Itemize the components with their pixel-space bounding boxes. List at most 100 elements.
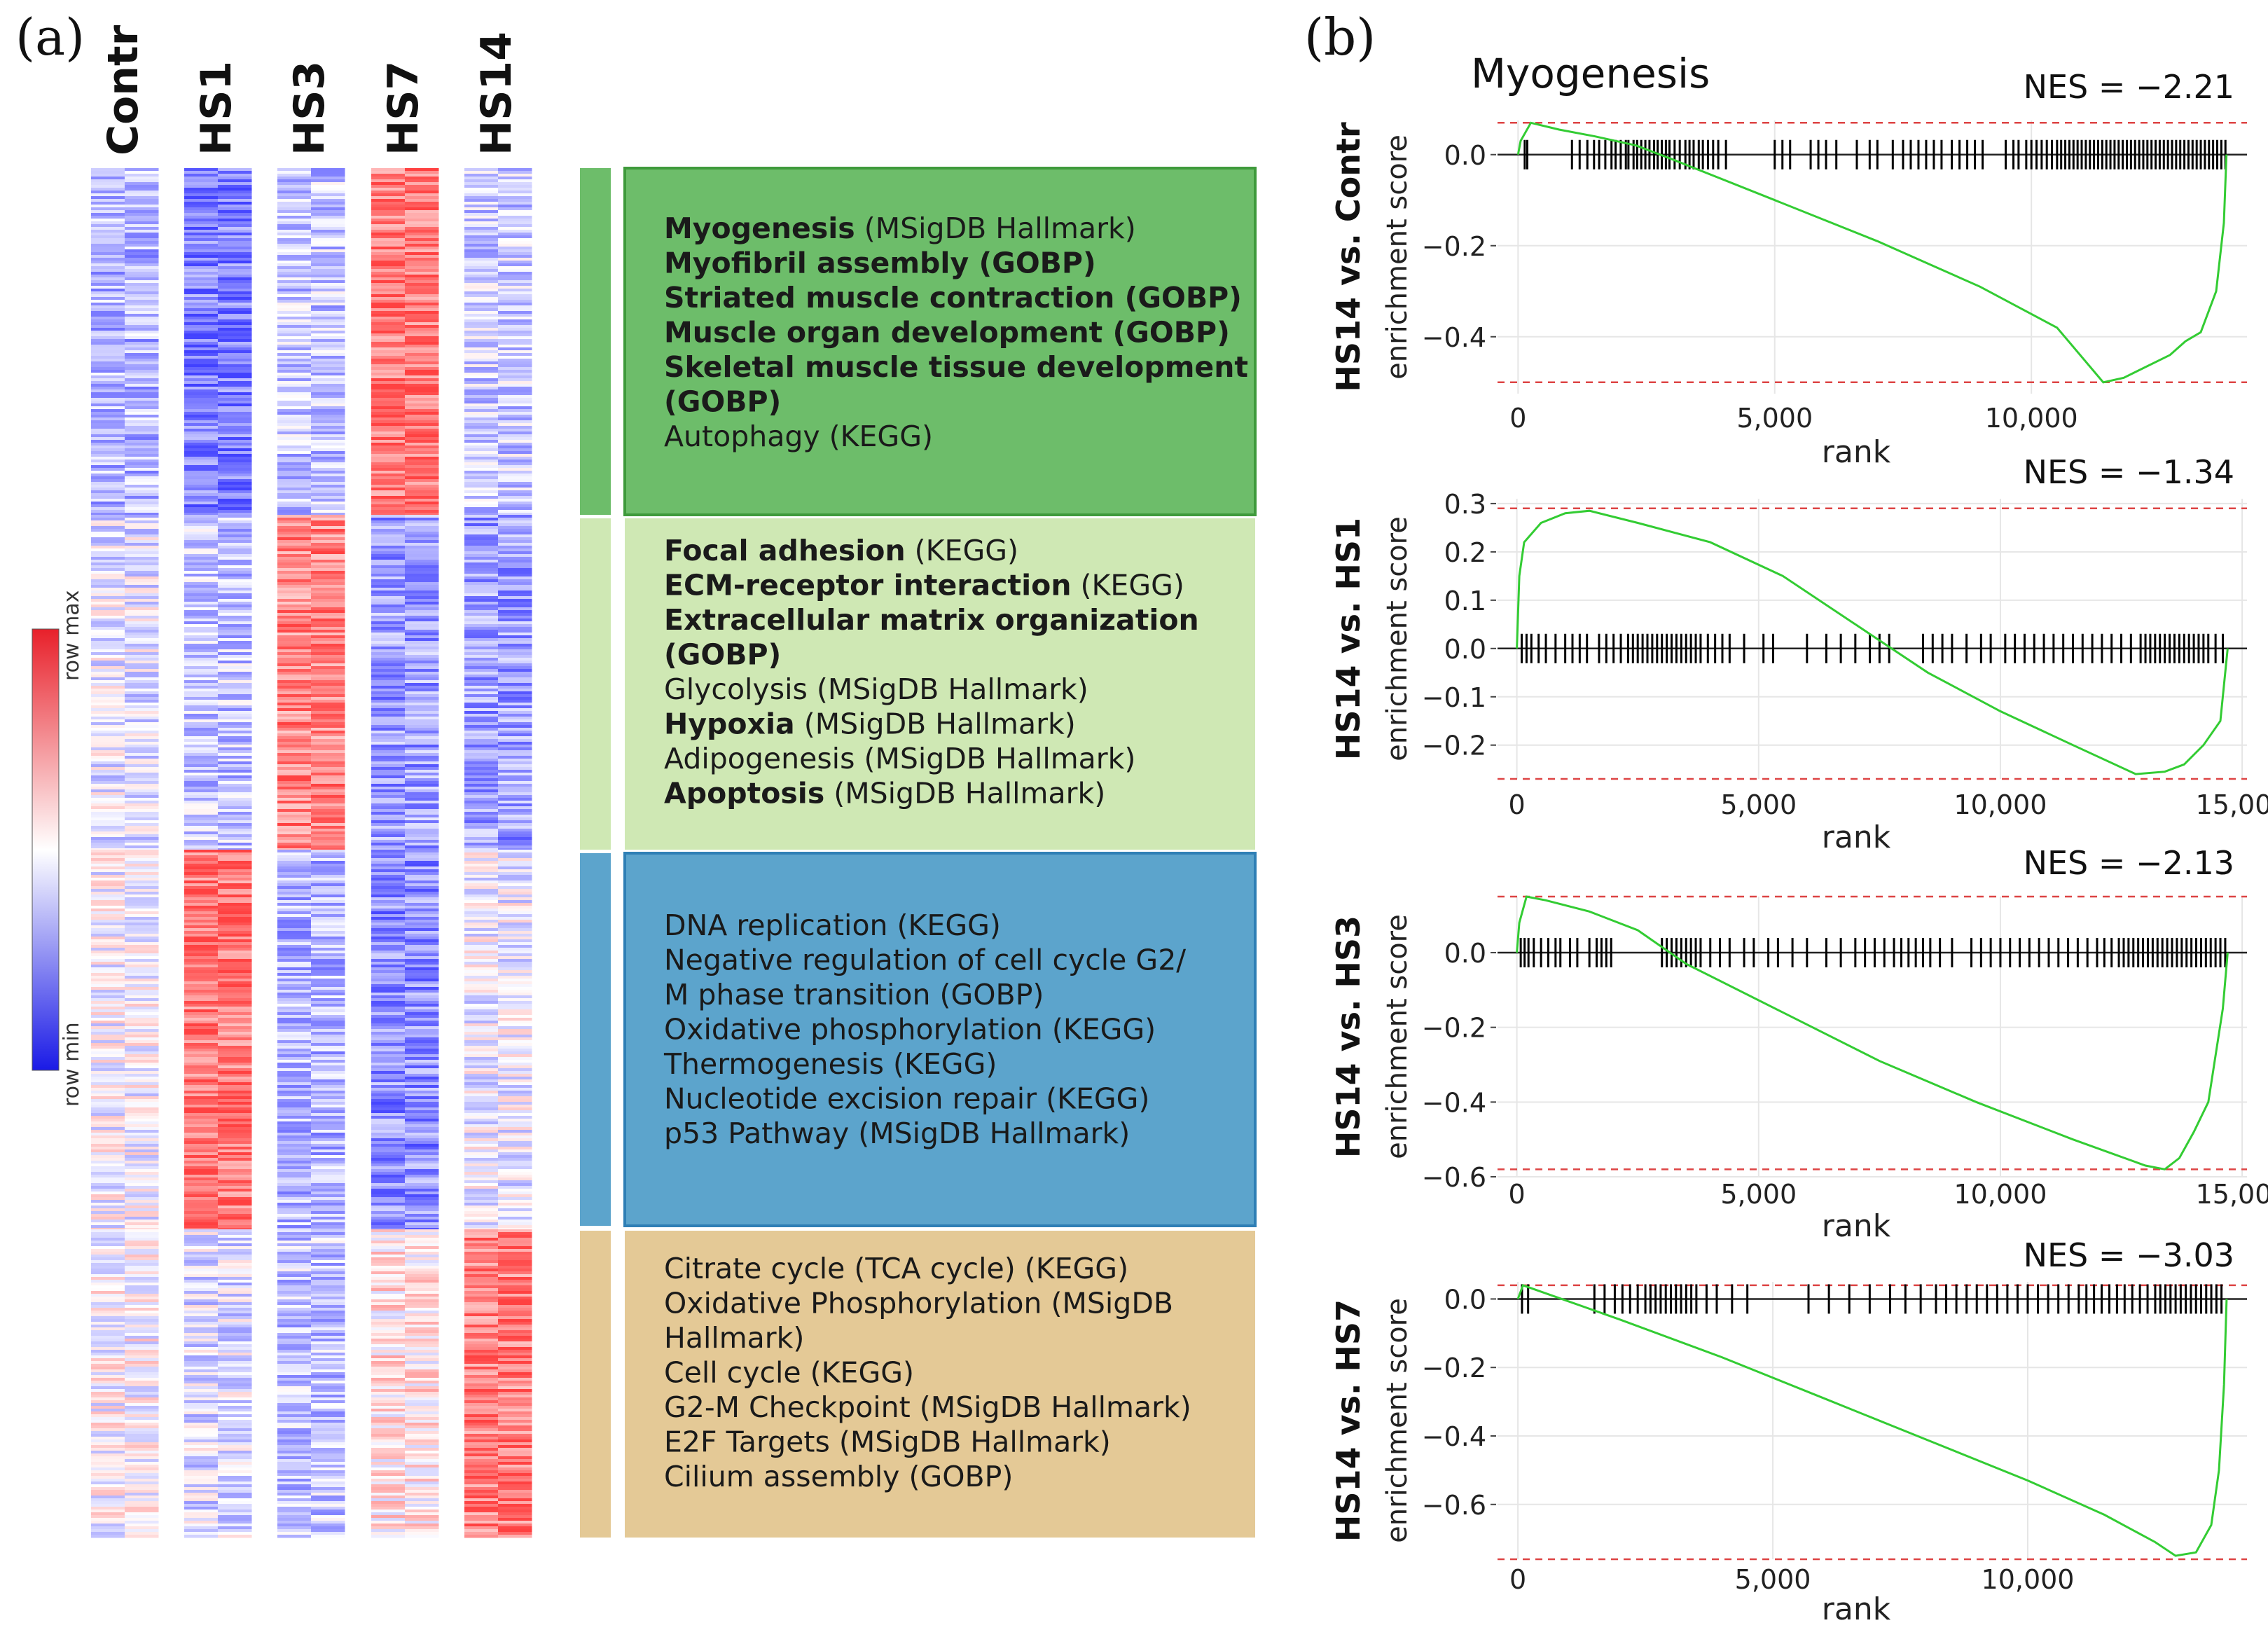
heatmap-cell bbox=[371, 1149, 406, 1153]
heatmap-cell bbox=[277, 1339, 312, 1342]
heatmap-cell bbox=[498, 339, 532, 343]
heatmap-cell bbox=[125, 1358, 159, 1362]
heatmap-cell bbox=[91, 1473, 125, 1477]
heatmap-cell bbox=[91, 554, 125, 558]
heatmap-cell bbox=[277, 193, 312, 197]
heatmap-cell bbox=[464, 815, 499, 818]
heatmap-cell bbox=[371, 691, 406, 695]
heatmap-cell bbox=[498, 224, 532, 228]
heatmap-cell bbox=[498, 247, 532, 250]
heatmap-cell bbox=[277, 880, 312, 884]
heatmap-cell bbox=[218, 1526, 252, 1530]
heatmap-cell bbox=[371, 661, 406, 664]
heatmap-cell bbox=[464, 1535, 499, 1538]
heatmap-cell bbox=[184, 465, 219, 469]
heatmap-cell bbox=[91, 1358, 125, 1362]
heatmap-cell bbox=[277, 995, 312, 999]
heatmap-cell bbox=[91, 1214, 125, 1217]
heatmap-cell bbox=[184, 532, 219, 535]
heatmap-cell bbox=[498, 269, 532, 272]
heatmap-cell bbox=[371, 987, 406, 990]
heatmap-cell bbox=[311, 191, 345, 194]
heatmap-cell bbox=[371, 644, 406, 647]
heatmap-cell bbox=[218, 373, 252, 376]
heatmap-cell bbox=[498, 1079, 532, 1083]
heatmap-cell bbox=[184, 1206, 219, 1209]
heatmap-cell bbox=[498, 532, 532, 535]
heatmap-cell bbox=[91, 289, 125, 292]
heatmap-cell bbox=[464, 1238, 499, 1241]
heatmap-cell bbox=[91, 465, 125, 469]
heatmap-cell bbox=[498, 826, 532, 829]
heatmap-cell bbox=[464, 202, 499, 205]
heatmap-cell bbox=[405, 914, 439, 918]
heatmap-cell bbox=[218, 1448, 252, 1451]
heatmap-cell bbox=[464, 897, 499, 901]
heatmap-cell bbox=[371, 230, 406, 233]
heatmap-cell bbox=[277, 277, 312, 281]
heatmap-cell bbox=[277, 375, 312, 379]
heatmap-cell bbox=[371, 815, 406, 818]
heatmap-cell bbox=[371, 1074, 406, 1077]
heatmap-cell bbox=[464, 537, 499, 541]
heatmap-cell bbox=[371, 1403, 406, 1407]
heatmap-cell bbox=[371, 1355, 406, 1359]
heatmap-cell bbox=[371, 1512, 406, 1516]
heatmap-cell bbox=[311, 911, 345, 915]
heatmap-cell bbox=[464, 605, 499, 608]
heatmap-cell bbox=[405, 1021, 439, 1024]
heatmap-cell bbox=[464, 1263, 499, 1266]
cluster-term-boxes: Myogenesis (MSigDB Hallmark)Myofibril as… bbox=[623, 167, 1257, 1538]
heatmap-cell bbox=[125, 1339, 159, 1342]
heatmap-cell bbox=[91, 1269, 125, 1272]
heatmap-cell bbox=[91, 1406, 125, 1409]
heatmap-cell bbox=[125, 1133, 159, 1136]
heatmap-cell bbox=[125, 1409, 159, 1412]
heatmap-cell bbox=[405, 861, 439, 864]
heatmap-cell bbox=[371, 1229, 406, 1233]
heatmap-cell bbox=[405, 1093, 439, 1097]
heatmap-cell bbox=[311, 395, 345, 399]
heatmap-cell bbox=[371, 894, 406, 898]
heatmap-cell bbox=[311, 942, 345, 946]
heatmap-cell bbox=[277, 1088, 312, 1091]
heatmap-cell bbox=[125, 705, 159, 709]
heatmap-cell bbox=[371, 965, 406, 968]
heatmap-cell bbox=[371, 663, 406, 667]
heatmap-cell bbox=[91, 551, 125, 555]
heatmap-cell bbox=[91, 602, 125, 605]
heatmap-cell bbox=[125, 308, 159, 312]
heatmap-cell bbox=[464, 1400, 499, 1404]
heatmap-cell bbox=[91, 280, 125, 284]
heatmap-cell bbox=[498, 1333, 532, 1336]
heatmap-cell bbox=[311, 403, 345, 407]
heatmap-cell bbox=[464, 1299, 499, 1303]
heatmap-cell bbox=[91, 866, 125, 870]
heatmap-cell bbox=[311, 269, 345, 272]
heatmap-cell bbox=[464, 233, 499, 236]
heatmap-cell bbox=[91, 1177, 125, 1181]
heatmap-cell bbox=[218, 303, 252, 306]
heatmap-cell bbox=[371, 1043, 406, 1046]
heatmap-cell bbox=[184, 359, 219, 362]
heatmap-cell bbox=[184, 906, 219, 909]
heatmap-cell bbox=[464, 1141, 499, 1145]
heatmap-cell bbox=[184, 1183, 219, 1187]
heatmap-cell bbox=[125, 1127, 159, 1131]
heatmap-cell bbox=[371, 429, 406, 432]
heatmap-cell bbox=[498, 384, 532, 387]
heatmap-cell bbox=[311, 350, 345, 354]
heatmap-cell bbox=[218, 880, 252, 884]
heatmap-cell bbox=[371, 1255, 406, 1258]
heatmap-cell bbox=[405, 1465, 439, 1468]
heatmap-cell bbox=[405, 356, 439, 359]
heatmap-cell bbox=[405, 252, 439, 256]
heatmap-cell bbox=[125, 1445, 159, 1449]
heatmap-cell bbox=[91, 649, 125, 653]
heatmap-cell bbox=[311, 1479, 345, 1482]
heatmap-cell bbox=[464, 1074, 499, 1077]
heatmap-cell bbox=[371, 1197, 406, 1201]
heatmap-cell bbox=[91, 1484, 125, 1488]
heatmap-cell bbox=[91, 286, 125, 289]
heatmap-cell bbox=[184, 1121, 219, 1125]
